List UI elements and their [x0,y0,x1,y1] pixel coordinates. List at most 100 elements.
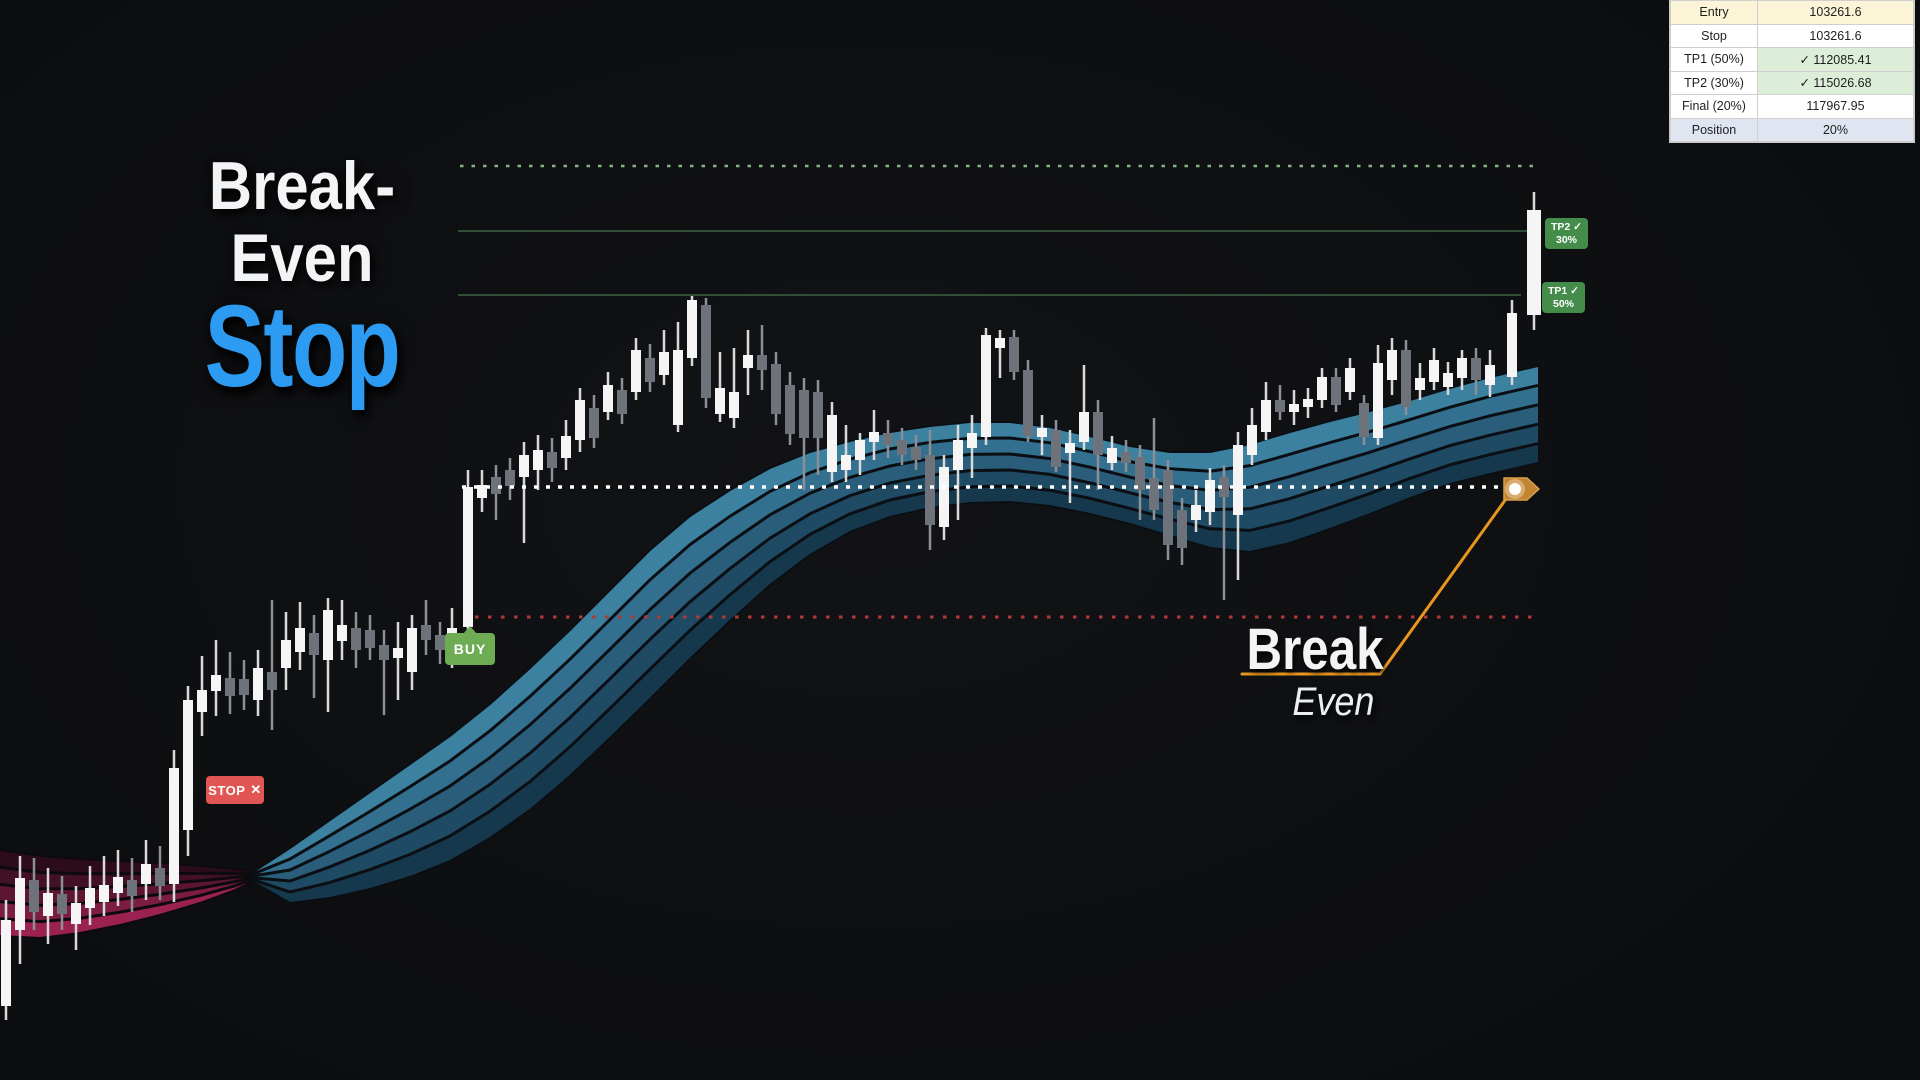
bull-candle [715,388,725,414]
bear-candle [757,355,767,370]
bear-candle [1121,452,1131,463]
bear-candle [1401,350,1411,407]
break-even-callout-line [1240,490,1513,676]
bear-candle [925,455,935,525]
bull-candle [169,768,179,884]
bull-candle [253,668,263,700]
level-label-cell: TP1 (50%) [1670,47,1758,72]
bear-candle [771,364,781,414]
bear-candle [421,625,431,640]
bullish-ribbon-band [250,385,1538,877]
bull-candle [603,385,613,412]
tp1-badge-line1: TP1 ✓ [1548,284,1579,297]
bull-candle [1373,363,1383,438]
table-row: Stop 103261.6 [1670,23,1914,48]
bullish-ribbon-band-line [249,365,1539,875]
bull-candle [337,625,347,641]
bear-candle [1177,510,1187,548]
bull-candle [1289,404,1299,412]
bull-candle [869,432,879,442]
table-row: Position 20% [1670,117,1914,142]
bear-candle [351,628,361,650]
table-row: TP1 (50%) ✓ 112085.41 [1670,47,1914,72]
bear-candle [435,635,445,650]
bull-candle [841,455,851,470]
bull-candle [113,877,123,893]
bear-candle [617,390,627,414]
bull-candle [463,487,473,627]
bull-candle [197,690,207,712]
bull-candle [967,433,977,448]
bull-candle [939,467,949,527]
bull-candle [1345,368,1355,392]
buy-signal-text: BUY [453,641,487,657]
bull-candle [981,335,991,437]
bear-candle [547,452,557,468]
level-value-cell: 103261.6 [1757,23,1914,48]
bear-candle [589,408,599,438]
bear-candle [267,672,277,690]
bear-candle [309,633,319,655]
bull-candle [827,415,837,472]
bear-candle [1471,358,1481,380]
bearish-ribbon-band-line [0,865,263,876]
bull-candle [995,338,1005,348]
table-row: TP2 (30%) ✓ 115026.68 [1670,70,1914,95]
level-label-cell: Position [1670,117,1758,142]
bull-candle [1317,377,1327,400]
buy-signal-label: BUY [445,626,495,665]
bull-candle [533,450,543,470]
bear-candle [701,305,711,398]
level-label-cell: TP2 (30%) [1670,70,1758,95]
tp2-badge-line2: 30% [1555,233,1577,246]
bull-candle [407,628,417,672]
bull-candle [1079,412,1089,442]
bull-candle [1107,448,1117,463]
bull-candle [141,864,151,884]
bear-candle [1023,370,1033,436]
bull-candle [575,400,585,440]
tp2-hit-badge: TP2 ✓ 30% [1545,218,1588,249]
bull-candle [1527,210,1541,315]
level-value-cell: ✓ 112085.41 [1757,47,1914,72]
bear-candle [1275,400,1285,412]
bullish-ribbon-band [250,366,1538,876]
table-row: Entry 103261.6 [1670,0,1914,25]
bull-candle [659,352,669,375]
trade-levels-table: Entry 103261.6 Stop 103261.6 TP1 (50%) ✓ 1120… [1670,0,1914,142]
tp2-badge-line1: TP2 ✓ [1551,220,1582,233]
table-row: Final (20%) 117967.95 [1670,94,1914,119]
bull-candle [1191,505,1201,520]
bear-candle [491,477,501,494]
bullish-ribbon-band-line [249,442,1539,894]
tp1-hit-badge: TP1 ✓ 50% [1542,282,1585,313]
bear-candle [29,880,39,912]
bearish-ribbon-band-line [0,849,263,874]
tag-dot [1509,483,1521,495]
break-even-annotation-line2: Even [1292,680,1375,724]
bear-candle [225,678,235,696]
bullish-ribbon-band [250,424,1538,892]
bearish-ribbon-band-line [0,874,263,924]
level-label-cell: Entry [1670,0,1758,25]
bull-candle [71,903,81,924]
bear-candle [1163,470,1173,545]
bull-candle [477,485,487,498]
bull-candle [631,350,641,392]
bull-candle [743,355,753,368]
bear-candle [813,392,823,438]
bear-candle [1219,477,1229,497]
bull-candle [561,436,571,458]
bull-candle [1303,399,1313,407]
bullish-ribbon-band [250,443,1538,903]
level-label-cell: Final (20%) [1670,94,1758,119]
bull-candle [15,878,25,930]
bear-candle [1331,377,1341,405]
bull-candle [1429,360,1439,382]
bull-candle [1415,378,1425,390]
bear-candle [505,470,515,486]
bear-candle [1051,430,1061,467]
bear-candle [365,630,375,648]
